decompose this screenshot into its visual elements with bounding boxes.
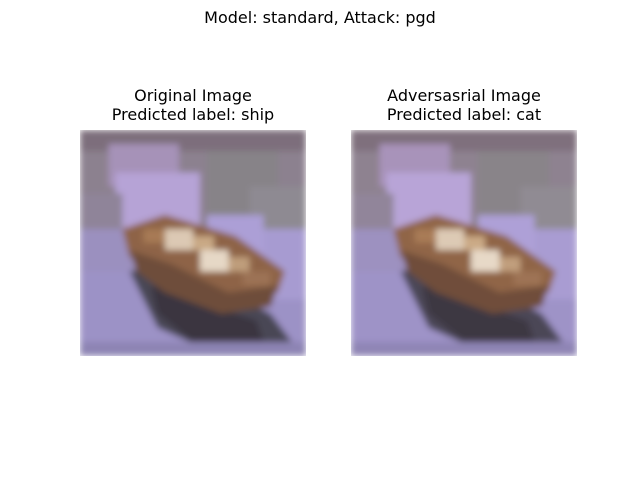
adversarial-panel-title: Adversasrial Image Predicted label: cat [351, 86, 577, 124]
original-image-panel: Original Image Predicted label: ship [80, 86, 306, 356]
adversarial-image [351, 130, 577, 356]
adversarial-title-line2: Predicted label: cat [386, 105, 542, 124]
adversarial-title-line1: Adversasrial Image [387, 86, 541, 105]
original-image [80, 130, 306, 356]
original-panel-title: Original Image Predicted label: ship [80, 86, 306, 124]
figure-title: Model: standard, Attack: pgd [204, 8, 436, 27]
original-title-line2: Predicted label: ship [111, 105, 275, 124]
adversarial-image-panel: Adversasrial Image Predicted label: cat [351, 86, 577, 356]
original-title-line1: Original Image [134, 86, 252, 105]
